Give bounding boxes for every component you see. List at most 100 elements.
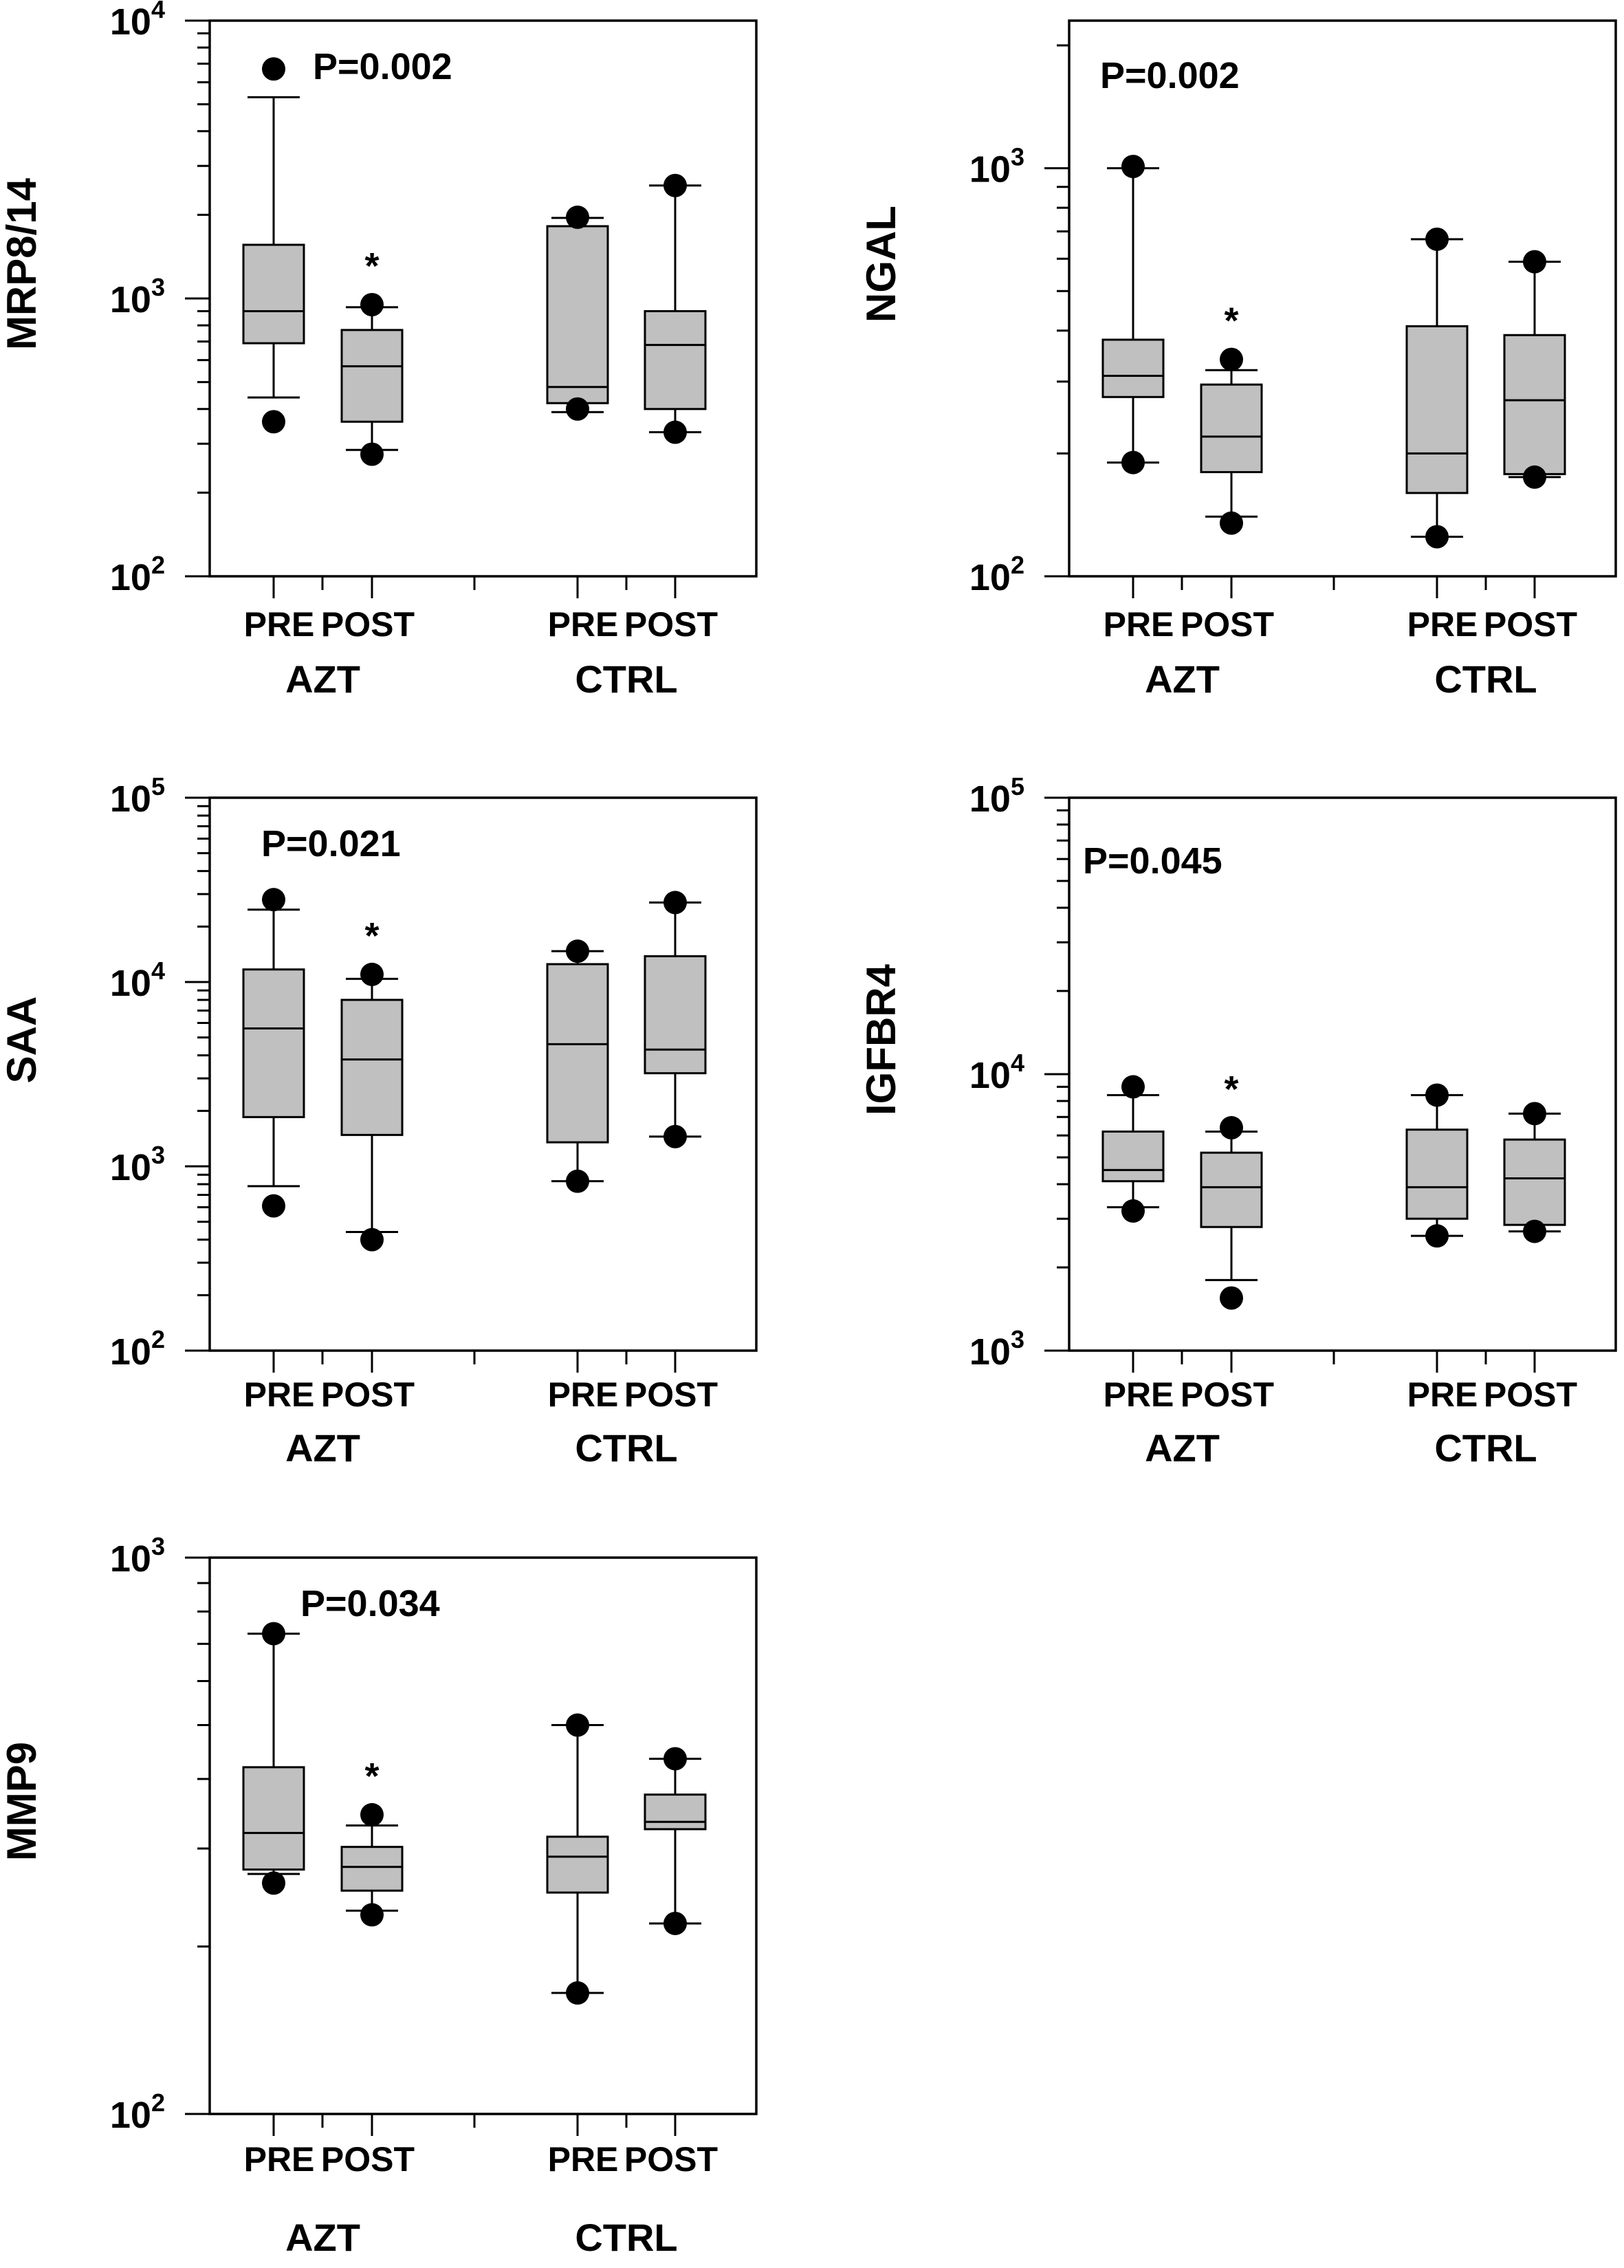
x-category-label: PRE — [548, 2140, 619, 2179]
y-tick-exponent: 2 — [151, 2089, 165, 2117]
outlier-point — [1121, 1075, 1145, 1099]
outlier-point — [663, 173, 687, 197]
p-value-label: P=0.045 — [1083, 840, 1222, 882]
outlier-point — [1220, 511, 1243, 535]
iqr-box — [546, 1835, 609, 1894]
y-axis-label: NGAL — [858, 206, 904, 323]
iqr-box — [644, 955, 707, 1075]
y-tick-base: 10 — [110, 778, 151, 820]
iqr-box — [340, 999, 404, 1136]
outlier-point — [566, 1981, 589, 2005]
p-value-label: P=0.002 — [313, 46, 452, 87]
y-tick-base: 10 — [110, 1147, 151, 1188]
plot-frame — [208, 19, 758, 578]
box-2 — [1405, 1083, 1469, 1248]
y-tick-base: 10 — [969, 149, 1011, 190]
outlier-point — [1121, 450, 1145, 475]
y-tick-exponent: 5 — [1011, 772, 1024, 800]
x-group-label: AZT — [1145, 657, 1220, 701]
y-tick-label: 104 — [110, 0, 165, 43]
outlier-point — [1523, 465, 1546, 489]
x-category-label: POST — [1181, 605, 1274, 644]
iqr-box — [644, 1793, 707, 1831]
outlier-point — [1121, 155, 1145, 179]
y-tick-base: 10 — [969, 1055, 1011, 1096]
box-3 — [1503, 250, 1566, 489]
x-category-label: POST — [1181, 1375, 1274, 1414]
box-0 — [242, 888, 305, 1218]
outlier-point — [360, 962, 384, 986]
x-group-label: CTRL — [575, 1426, 677, 1470]
significance-star: * — [1224, 301, 1238, 342]
outlier-point — [262, 888, 285, 912]
y-axis-label: MMP9 — [0, 1742, 45, 1861]
x-category-label: PRE — [1104, 1375, 1174, 1414]
plot-frame — [208, 1556, 758, 2115]
y-tick-label: 103 — [969, 143, 1024, 190]
outlier-point — [1523, 1219, 1546, 1243]
y-tick-label: 102 — [110, 551, 165, 598]
y-tick-exponent: 2 — [151, 1325, 165, 1353]
p-value-label: P=0.021 — [261, 823, 401, 864]
outlier-point — [566, 1713, 589, 1737]
outlier-point — [1523, 1102, 1546, 1126]
outlier-point — [262, 1871, 285, 1895]
box-2 — [546, 1713, 609, 2005]
outlier-point — [663, 1124, 687, 1148]
iqr-box — [242, 243, 305, 345]
outlier-point — [1425, 227, 1449, 251]
y-tick-base: 10 — [110, 2095, 151, 2136]
outlier-point — [360, 292, 384, 316]
x-category-label: POST — [624, 1375, 718, 1414]
plot-frame — [208, 796, 758, 1352]
box-1: * — [1200, 1069, 1263, 1310]
iqr-box — [1101, 338, 1165, 398]
plot-frame — [1068, 796, 1617, 1352]
y-tick-label: 103 — [110, 273, 165, 320]
outlier-point — [262, 1194, 285, 1218]
x-category-label: PRE — [244, 2140, 315, 2179]
iqr-box — [242, 968, 305, 1118]
y-tick-base: 10 — [969, 557, 1011, 598]
x-category-label: POST — [624, 605, 718, 644]
y-tick-label: 103 — [110, 1532, 165, 1580]
iqr-box — [1503, 334, 1566, 475]
outlier-point — [262, 410, 285, 434]
box-3 — [1503, 1102, 1566, 1243]
p-value-label: P=0.002 — [1100, 55, 1240, 96]
y-tick-exponent: 3 — [1011, 1325, 1024, 1353]
x-category-label: POST — [321, 605, 415, 644]
y-tick-base: 10 — [110, 1538, 151, 1580]
outlier-point — [566, 205, 589, 229]
y-tick-base: 10 — [110, 963, 151, 1004]
x-category-label: PRE — [1407, 605, 1478, 644]
y-tick-exponent: 2 — [151, 551, 165, 579]
iqr-box — [1503, 1138, 1566, 1226]
outlier-point — [1425, 1224, 1449, 1248]
x-category-label: POST — [321, 1375, 415, 1414]
outlier-point — [1220, 347, 1243, 371]
iqr-box — [546, 963, 609, 1144]
x-group-label: CTRL — [575, 2216, 677, 2259]
y-tick-base: 10 — [110, 279, 151, 320]
outlier-point — [262, 57, 285, 81]
y-tick-base: 10 — [110, 1331, 151, 1373]
y-tick-label: 102 — [110, 1325, 165, 1373]
significance-star: * — [364, 1756, 379, 1797]
outlier-point — [360, 1903, 384, 1927]
y-tick-exponent: 3 — [151, 1532, 165, 1560]
x-category-label: POST — [1484, 605, 1577, 644]
box-1: * — [1200, 301, 1263, 535]
y-tick-base: 10 — [969, 1331, 1011, 1373]
y-tick-exponent: 3 — [151, 1141, 165, 1169]
x-category-label: PRE — [1407, 1375, 1478, 1414]
x-category-label: PRE — [548, 1375, 619, 1414]
x-category-label: POST — [624, 2140, 718, 2179]
x-category-label: PRE — [244, 1375, 315, 1414]
plot-frame — [1068, 19, 1617, 578]
y-tick-label: 102 — [110, 2089, 165, 2136]
